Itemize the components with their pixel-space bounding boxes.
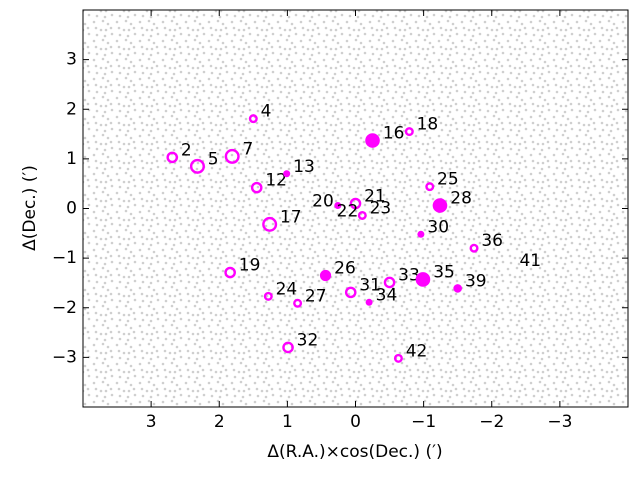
source-label: 24 [276,279,298,299]
y-tick-label: 0 [66,199,77,219]
source-label: 2 [181,140,192,160]
source-label: 19 [239,256,261,276]
source-label: 33 [398,265,420,285]
source-label: 31 [359,275,381,295]
source-marker [365,298,373,306]
source-label: 5 [208,149,219,169]
source-label: 20 [312,192,334,212]
source-label: 42 [406,341,428,361]
source-marker [282,341,294,354]
source-marker [357,210,367,220]
source-label: 7 [242,139,253,159]
source-marker [469,243,479,253]
source-label: 34 [376,285,398,305]
x-axis-label: Δ(R.A.)×cos(Dec.) (′) [267,442,442,462]
source-marker [365,133,380,148]
source-label: 23 [370,198,392,218]
y-tick-label: −1 [52,248,77,268]
source-label: 18 [417,115,439,135]
x-tick-label: 3 [146,412,157,432]
source-label: 16 [383,124,405,144]
source-label: 41 [519,251,541,271]
source-marker [293,298,303,308]
source-label: 17 [280,207,302,227]
source-marker [393,353,403,363]
source-marker [248,114,258,124]
source-label: 35 [433,262,455,282]
source-label: 26 [334,258,356,278]
source-marker [166,151,179,164]
source-marker [250,181,263,194]
x-tick-label: −1 [411,412,436,432]
x-tick-label: 2 [214,412,225,432]
source-marker [263,291,273,301]
y-tick-label: 2 [66,99,77,119]
source-label: 39 [465,271,487,291]
source-label: 12 [265,171,287,191]
source-label: 30 [427,217,449,237]
x-tick-label: 0 [350,412,361,432]
source-label: 21 [364,187,386,207]
source-marker [224,266,236,279]
source-label: 36 [481,231,503,251]
source-marker [224,148,240,164]
source-marker [383,276,396,289]
source-marker [417,230,425,238]
source-label: 32 [297,330,319,350]
source-marker [283,170,291,178]
source-marker [425,182,435,192]
source-marker [349,197,362,210]
y-tick-label: 1 [66,149,77,169]
x-tick-label: 1 [282,412,293,432]
source-marker [189,158,205,174]
y-tick-label: −3 [52,347,77,367]
y-tick-label: 3 [66,50,77,70]
y-tick-label: −2 [52,298,77,318]
source-marker [432,198,448,213]
source-label: 4 [261,102,272,122]
source-marker [344,286,357,299]
y-axis-label: Δ(Dec.) (′) [20,165,40,251]
source-marker [404,127,414,137]
x-tick-label: −2 [479,412,504,432]
source-marker [453,284,462,293]
source-label: 22 [337,201,359,221]
x-tick-label: −3 [547,412,572,432]
source-label: 25 [437,170,459,190]
source-marker [262,216,278,232]
source-label: 28 [450,189,472,209]
source-label: 13 [293,157,315,177]
source-marker [334,202,342,210]
source-label: 27 [305,286,327,306]
source-marker [415,272,431,287]
source-marker [319,269,332,282]
